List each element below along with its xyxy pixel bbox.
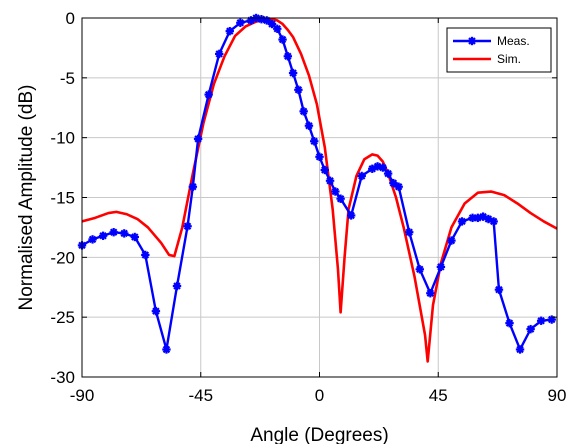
- data-point-meas: [183, 222, 192, 231]
- data-point-meas: [447, 236, 456, 245]
- y-tick-label: -10: [50, 129, 75, 148]
- data-point-meas: [489, 217, 498, 226]
- y-tick-label: 0: [66, 9, 75, 28]
- data-point-meas: [320, 165, 329, 175]
- y-tick-label: -15: [50, 189, 75, 208]
- x-tick-label: -45: [188, 386, 213, 405]
- x-tick-label: 45: [429, 386, 448, 405]
- data-point-meas: [130, 232, 139, 242]
- legend-label-sim: Sim.: [497, 52, 521, 66]
- x-axis-label: Angle (Degrees): [250, 425, 388, 444]
- data-point-meas: [383, 169, 393, 178]
- data-point-meas: [315, 152, 324, 162]
- x-tick-label: 0: [315, 386, 324, 405]
- data-point-meas: [215, 49, 224, 59]
- data-point-meas: [536, 316, 546, 325]
- data-point-meas: [162, 345, 171, 354]
- data-point-meas: [88, 235, 97, 244]
- data-point-meas: [547, 315, 556, 324]
- data-point-meas: [267, 19, 277, 29]
- data-point-meas: [331, 187, 340, 196]
- data-point-meas: [526, 324, 535, 334]
- data-point-meas: [426, 289, 435, 298]
- data-point-meas: [273, 24, 282, 33]
- data-point-meas: [325, 176, 335, 185]
- data-point-meas: [336, 194, 345, 203]
- legend: Meas. Sim.: [446, 27, 552, 73]
- data-point-meas: [415, 265, 424, 274]
- data-point-meas: [494, 285, 504, 294]
- data-point-meas: [193, 134, 203, 144]
- legend-entry-meas: Meas.: [453, 34, 530, 48]
- data-point-meas: [394, 182, 403, 191]
- data-point-meas: [436, 262, 446, 272]
- data-point-meas: [236, 18, 245, 27]
- data-point-meas: [346, 211, 356, 220]
- series-layer: [77, 13, 558, 363]
- x-tick-label: 90: [548, 386, 567, 405]
- x-tick-label: -90: [70, 386, 95, 405]
- y-tick-label: -20: [50, 248, 75, 267]
- data-point-meas: [204, 90, 213, 99]
- data-point-meas: [172, 281, 182, 291]
- data-point-meas: [294, 85, 303, 94]
- data-point-meas: [299, 107, 308, 116]
- data-point-meas: [357, 171, 366, 181]
- legend-marker-meas: [467, 36, 477, 46]
- ticks: -90 -45 0 45 90 0 -5 -10 -15 -20 -25 -30: [50, 9, 566, 405]
- y-tick-label: -25: [50, 308, 75, 327]
- data-point-meas: [151, 306, 161, 316]
- data-point-meas: [288, 68, 298, 78]
- data-point-meas: [141, 250, 150, 260]
- data-point-meas: [405, 228, 414, 237]
- data-point-meas: [515, 345, 525, 354]
- legend-entry-sim: Sim.: [453, 52, 521, 66]
- y-axis-label: Normalised Amplitude (dB): [16, 85, 37, 311]
- data-point-meas: [378, 163, 388, 172]
- data-point-meas: [225, 26, 234, 36]
- data-point-meas: [278, 35, 287, 44]
- data-point-meas: [310, 137, 319, 146]
- data-point-meas: [109, 228, 118, 237]
- data-point-meas: [98, 231, 108, 240]
- data-point-meas: [389, 178, 398, 188]
- data-point-meas: [368, 164, 377, 173]
- y-tick-label: -30: [50, 368, 75, 387]
- data-point-meas: [505, 318, 514, 328]
- data-point-meas: [188, 182, 198, 191]
- data-point-meas: [304, 121, 314, 130]
- legend-label-meas: Meas.: [497, 34, 530, 48]
- data-point-meas: [457, 217, 467, 226]
- grid: [82, 18, 557, 377]
- data-point-meas: [120, 229, 129, 238]
- y-tick-label: -5: [60, 69, 75, 88]
- data-point-meas: [283, 52, 293, 61]
- legend-box: [446, 27, 552, 73]
